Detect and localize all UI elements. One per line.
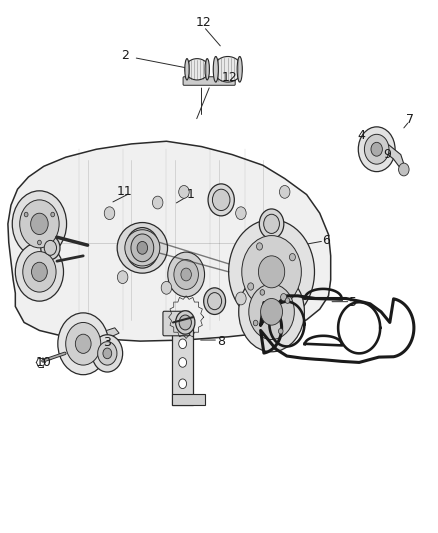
Circle shape xyxy=(290,254,295,261)
Ellipse shape xyxy=(185,59,189,80)
Circle shape xyxy=(58,313,109,375)
Ellipse shape xyxy=(214,56,242,82)
Circle shape xyxy=(92,335,123,372)
Circle shape xyxy=(181,268,191,281)
Circle shape xyxy=(32,262,47,281)
Circle shape xyxy=(236,292,246,305)
Circle shape xyxy=(279,185,290,198)
Circle shape xyxy=(103,348,112,359)
Circle shape xyxy=(279,328,283,334)
Circle shape xyxy=(212,189,230,211)
Text: 12: 12 xyxy=(222,71,238,84)
Ellipse shape xyxy=(213,56,219,82)
Circle shape xyxy=(168,252,205,297)
Circle shape xyxy=(126,228,159,268)
Circle shape xyxy=(261,298,283,325)
Circle shape xyxy=(12,191,67,257)
Text: 8: 8 xyxy=(217,335,225,348)
Text: 4: 4 xyxy=(357,130,365,142)
Circle shape xyxy=(161,281,172,294)
Text: 5: 5 xyxy=(349,296,357,309)
Circle shape xyxy=(260,289,265,295)
Text: 10: 10 xyxy=(36,356,52,369)
Circle shape xyxy=(248,283,254,290)
Ellipse shape xyxy=(125,230,160,266)
Circle shape xyxy=(38,240,41,245)
Circle shape xyxy=(285,298,290,303)
Circle shape xyxy=(174,260,198,289)
Ellipse shape xyxy=(237,56,242,82)
Circle shape xyxy=(176,311,195,334)
Circle shape xyxy=(208,293,222,310)
Circle shape xyxy=(371,142,382,156)
Text: 6: 6 xyxy=(322,235,330,247)
Circle shape xyxy=(131,234,154,262)
Circle shape xyxy=(41,236,60,260)
Circle shape xyxy=(249,284,294,340)
Circle shape xyxy=(208,184,234,216)
Circle shape xyxy=(104,207,115,220)
Circle shape xyxy=(75,334,91,353)
Circle shape xyxy=(44,240,57,255)
Text: 1: 1 xyxy=(187,188,194,201)
Circle shape xyxy=(51,212,55,217)
FancyBboxPatch shape xyxy=(172,322,193,405)
Circle shape xyxy=(204,288,226,314)
Circle shape xyxy=(229,220,314,324)
FancyBboxPatch shape xyxy=(163,311,190,336)
Circle shape xyxy=(179,339,187,349)
Circle shape xyxy=(152,196,163,209)
Circle shape xyxy=(66,322,101,365)
Circle shape xyxy=(179,315,191,330)
Circle shape xyxy=(179,379,187,389)
Circle shape xyxy=(117,271,128,284)
Circle shape xyxy=(257,243,262,250)
Polygon shape xyxy=(85,328,119,346)
Circle shape xyxy=(236,207,246,220)
Ellipse shape xyxy=(185,59,209,80)
FancyBboxPatch shape xyxy=(172,394,205,405)
Circle shape xyxy=(179,358,187,367)
Text: 3: 3 xyxy=(103,336,111,349)
Circle shape xyxy=(364,134,389,164)
Ellipse shape xyxy=(117,223,167,273)
Text: 7: 7 xyxy=(406,114,413,126)
Polygon shape xyxy=(8,141,331,341)
Circle shape xyxy=(242,236,301,308)
Circle shape xyxy=(137,241,148,254)
Circle shape xyxy=(253,320,258,326)
Circle shape xyxy=(259,209,284,239)
Circle shape xyxy=(258,256,285,288)
Text: 12: 12 xyxy=(196,16,212,29)
Circle shape xyxy=(24,212,28,217)
Circle shape xyxy=(98,342,117,365)
Circle shape xyxy=(264,214,279,233)
Circle shape xyxy=(358,127,395,172)
Circle shape xyxy=(15,243,64,301)
Text: 2: 2 xyxy=(121,50,129,62)
Circle shape xyxy=(239,272,304,352)
Circle shape xyxy=(399,163,409,176)
Circle shape xyxy=(23,252,56,292)
Text: 9: 9 xyxy=(384,148,392,161)
Circle shape xyxy=(281,294,286,301)
FancyBboxPatch shape xyxy=(183,77,235,85)
Circle shape xyxy=(179,185,189,198)
Circle shape xyxy=(20,200,59,248)
Text: 11: 11 xyxy=(117,185,133,198)
Polygon shape xyxy=(385,144,405,171)
Circle shape xyxy=(31,213,48,235)
Ellipse shape xyxy=(205,59,209,80)
